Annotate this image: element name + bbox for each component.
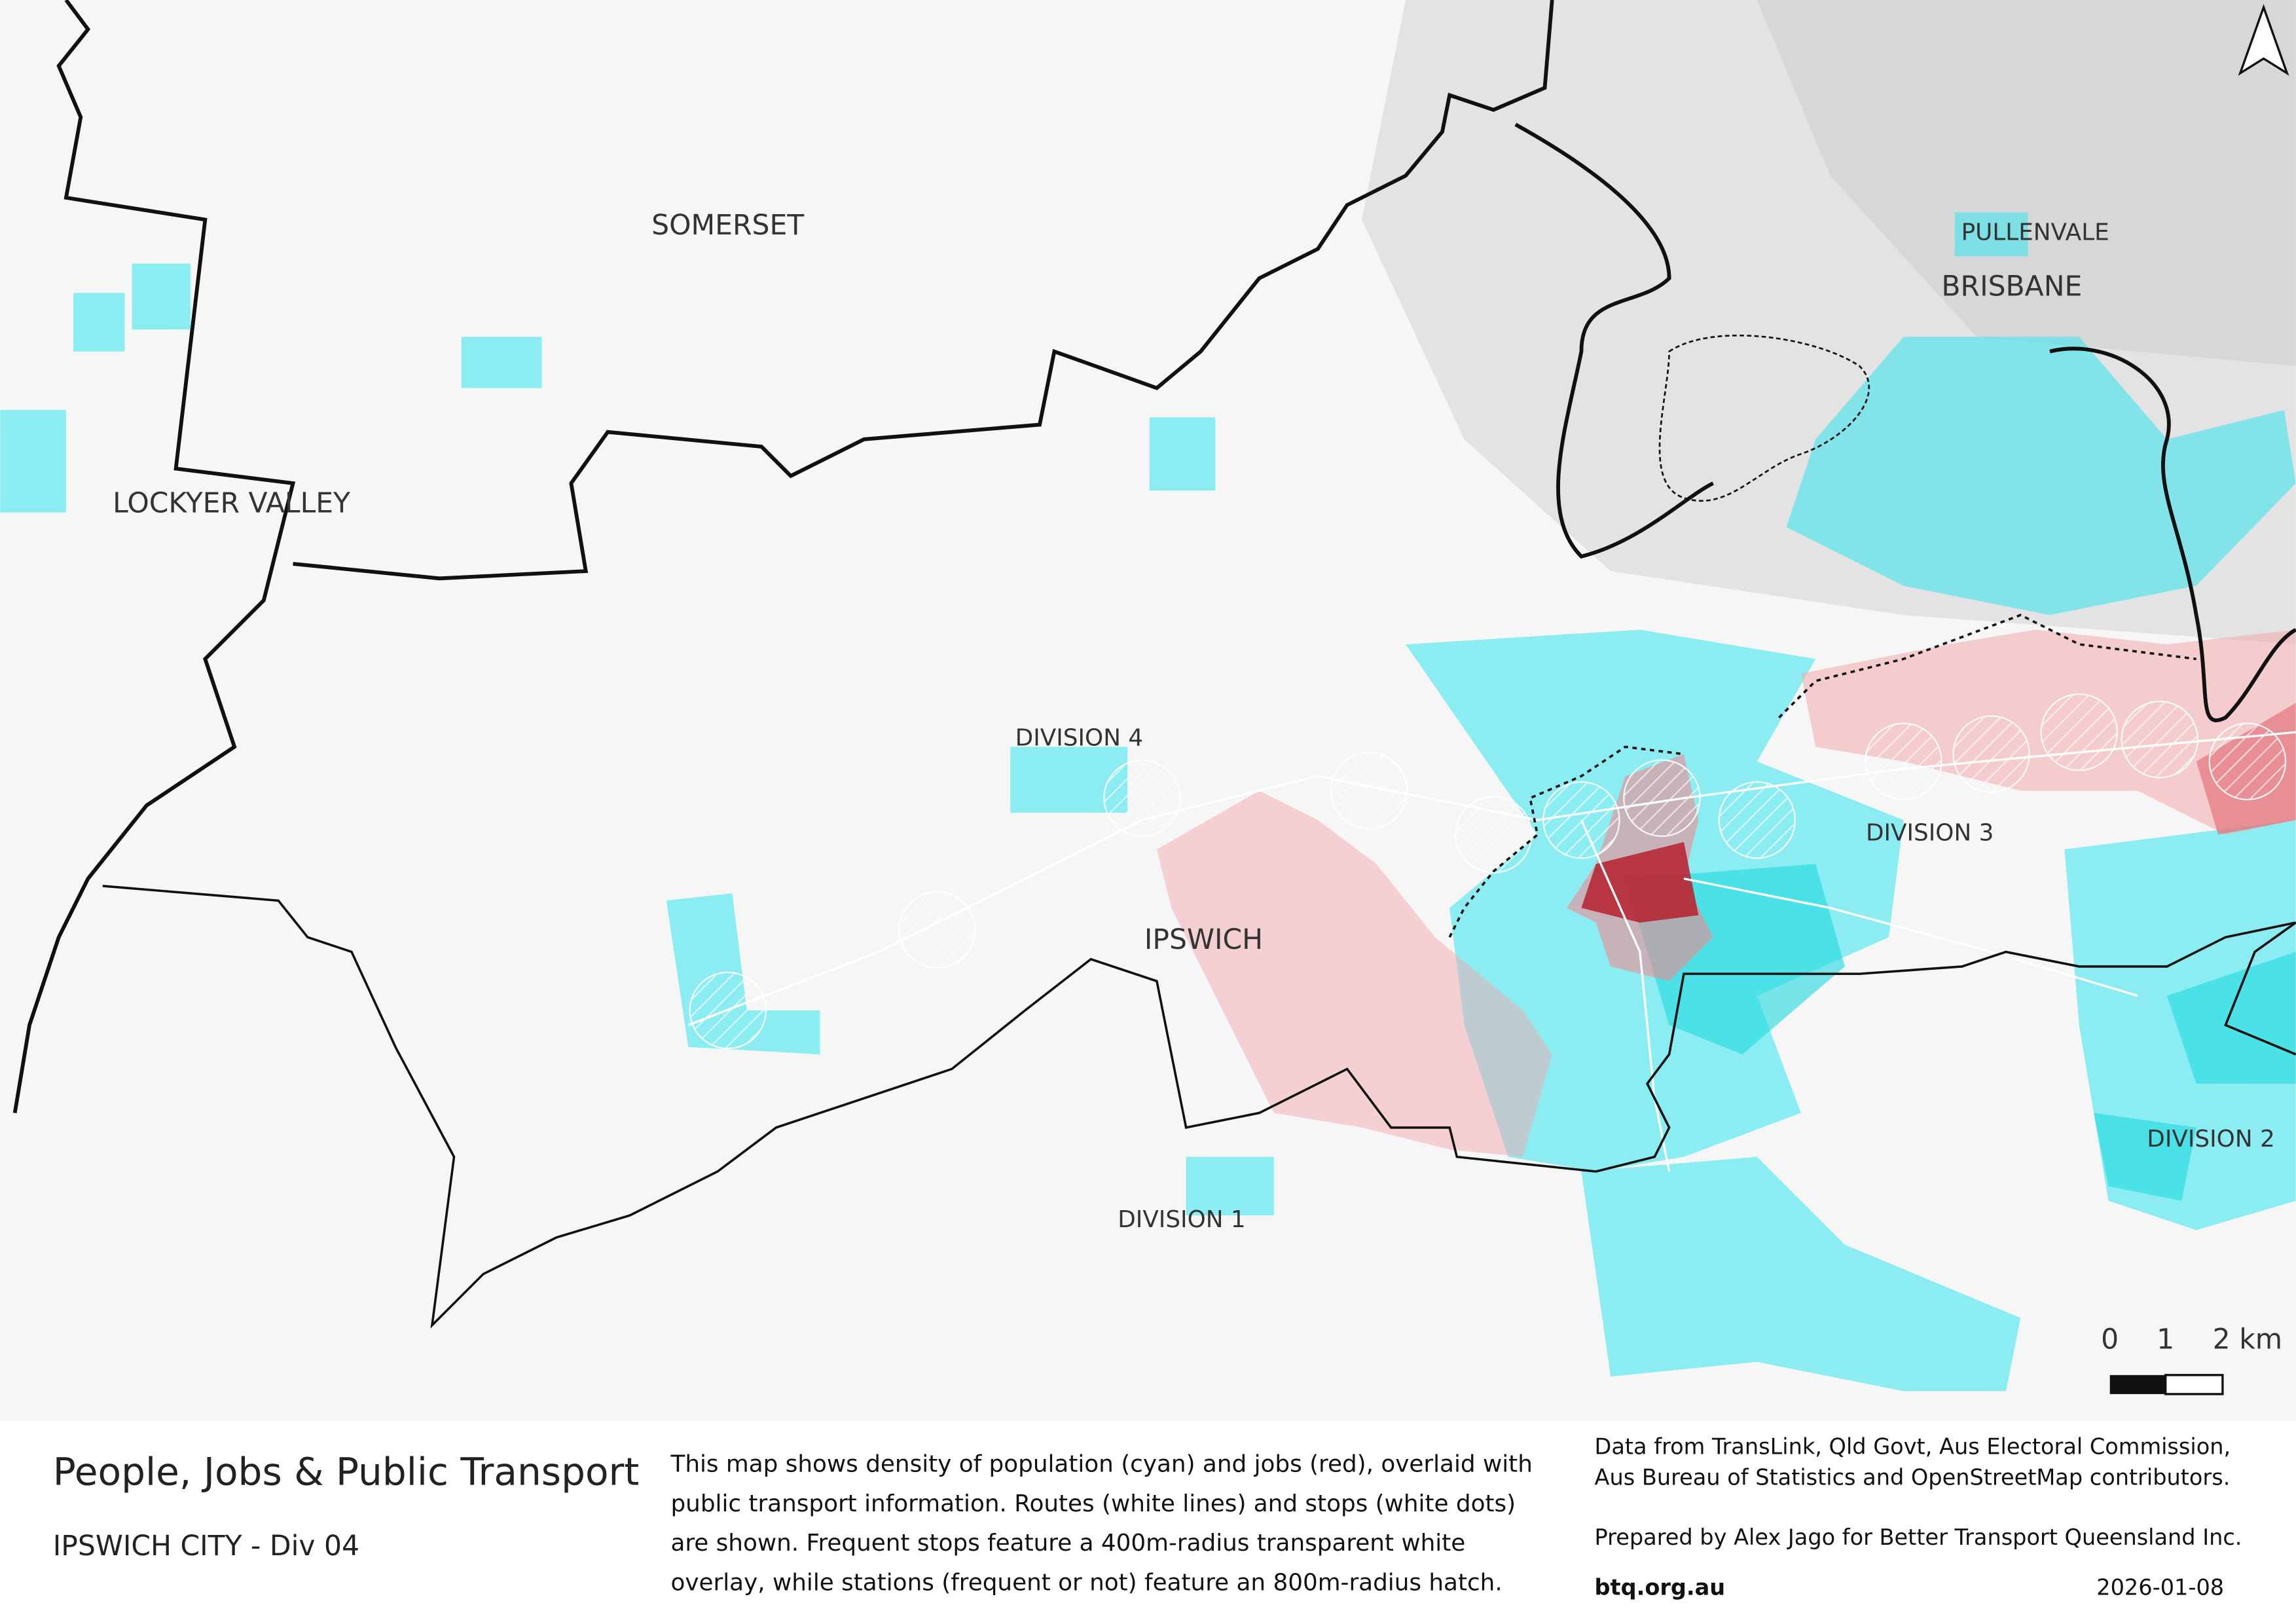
map-label: DIVISION 2 [2147,1126,2274,1153]
north-arrow [2238,4,2289,76]
description-line: public transport information. Routes (wh… [670,1490,1516,1517]
prepared-by: Prepared by Alex Jago for Better Transpo… [1595,1524,2242,1550]
transit-routes [687,731,2296,1172]
map-label: SOMERSET [651,210,805,242]
date: 2026-01-08 [2096,1574,2224,1600]
station-catchments [689,693,2287,1050]
map-label: IPSWICH [1144,924,1263,956]
scale-label: 2 km [2213,1324,2282,1356]
map: SOMERSET LOCKYER VALLEY PULLENVALE BRISB… [0,0,2296,1395]
map-label: DIVISION 3 [1866,820,1994,847]
river [1658,334,1870,502]
scale-label: 1 [2157,1324,2174,1356]
map-label: BRISBANE [1941,271,2082,303]
map-label: LOCKYER VALLEY [113,488,351,520]
division-boundaries [102,614,2296,1329]
scale-bar: 0 1 2 km [2101,1324,2282,1395]
map-label: DIVISION 1 [1118,1206,1245,1233]
description-line: overlay, while stations (frequent or not… [670,1570,1502,1596]
footer-title: People, Jobs & Public Transport [53,1450,639,1494]
credits-line: Data from TransLink, Qld Govt, Aus Elect… [1595,1434,2231,1460]
map-label: PULLENVALE [1961,219,2109,246]
description-line: are shown. Frequent stops feature a 400m… [670,1530,1465,1557]
map-label: DIVISION 4 [1015,724,1143,751]
footer: People, Jobs & Public Transport IPSWICH … [0,1420,2296,1624]
scale-label: 0 [2101,1324,2119,1356]
description-line: This map shows density of population (cy… [670,1450,1532,1477]
lga-boundaries [12,0,2296,1114]
website: btq.org.au [1595,1574,1726,1600]
footer-subtitle: IPSWICH CITY - Div 04 [53,1530,359,1562]
credits-line: Aus Bureau of Statistics and OpenStreetM… [1595,1465,2231,1490]
